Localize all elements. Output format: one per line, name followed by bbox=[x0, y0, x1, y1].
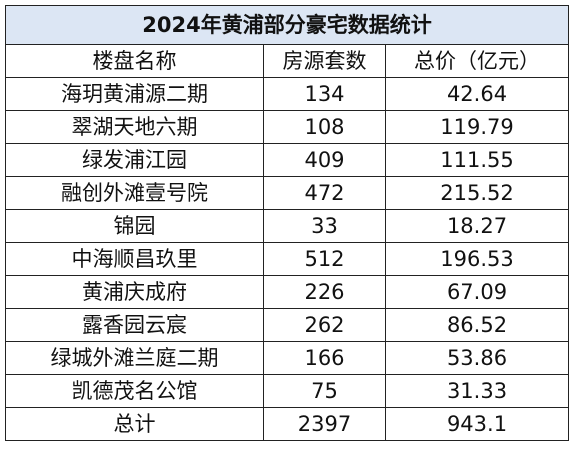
header-cell-price[interactable]: 总价（亿元） bbox=[384, 44, 570, 78]
cell-name[interactable]: 黄浦庆成府 bbox=[5, 275, 264, 309]
cell-units[interactable]: 33 bbox=[263, 209, 386, 243]
cell-price[interactable]: 67.09 bbox=[384, 275, 570, 309]
cell-name[interactable]: 绿城外滩兰庭二期 bbox=[5, 341, 264, 375]
cell-name[interactable]: 绿发浦江园 bbox=[5, 143, 264, 177]
cell-units[interactable]: 134 bbox=[263, 77, 386, 111]
table-row: 绿城外滩兰庭二期 166 53.86 bbox=[5, 341, 570, 375]
cell-price[interactable]: 86.52 bbox=[384, 308, 570, 342]
cell-name[interactable]: 翠湖天地六期 bbox=[5, 110, 264, 144]
header-cell-units[interactable]: 房源套数 bbox=[263, 44, 386, 78]
table-row: 融创外滩壹号院 472 215.52 bbox=[5, 176, 570, 210]
cell-units[interactable]: 409 bbox=[263, 143, 386, 177]
cell-price[interactable]: 111.55 bbox=[384, 143, 570, 177]
total-row: 总计 2397 943.1 bbox=[5, 407, 570, 441]
title-row: 2024年黄浦部分豪宅数据统计 bbox=[4, 5, 570, 45]
cell-units[interactable]: 108 bbox=[263, 110, 386, 144]
cell-price[interactable]: 18.27 bbox=[384, 209, 570, 243]
cell-units[interactable]: 75 bbox=[263, 374, 386, 408]
luxury-housing-table: 2024年黄浦部分豪宅数据统计 楼盘名称 房源套数 总价（亿元） 海玥黄浦源二期… bbox=[4, 5, 570, 441]
cell-name[interactable]: 露香园云宸 bbox=[5, 308, 264, 342]
cell-name[interactable]: 锦园 bbox=[5, 209, 264, 243]
table-row: 绿发浦江园 409 111.55 bbox=[5, 143, 570, 177]
cell-name[interactable]: 凯德茂名公馆 bbox=[5, 374, 264, 408]
table-row: 海玥黄浦源二期 134 42.64 bbox=[5, 77, 570, 111]
table-row: 中海顺昌玖里 512 196.53 bbox=[5, 242, 570, 276]
cell-name[interactable]: 中海顺昌玖里 bbox=[5, 242, 264, 276]
total-label[interactable]: 总计 bbox=[5, 407, 264, 441]
header-cell-name[interactable]: 楼盘名称 bbox=[5, 44, 264, 78]
cell-price[interactable]: 31.33 bbox=[384, 374, 570, 408]
cell-name[interactable]: 融创外滩壹号院 bbox=[5, 176, 264, 210]
total-price[interactable]: 943.1 bbox=[384, 407, 570, 441]
total-units[interactable]: 2397 bbox=[263, 407, 386, 441]
cell-price[interactable]: 42.64 bbox=[384, 77, 570, 111]
table-row: 黄浦庆成府 226 67.09 bbox=[5, 275, 570, 309]
cell-units[interactable]: 472 bbox=[263, 176, 386, 210]
cell-name[interactable]: 海玥黄浦源二期 bbox=[5, 77, 264, 111]
cell-price[interactable]: 215.52 bbox=[384, 176, 570, 210]
cell-units[interactable]: 166 bbox=[263, 341, 386, 375]
table-row: 凯德茂名公馆 75 31.33 bbox=[5, 374, 570, 408]
header-row: 楼盘名称 房源套数 总价（亿元） bbox=[5, 44, 570, 78]
table-row: 露香园云宸 262 86.52 bbox=[5, 308, 570, 342]
cell-units[interactable]: 226 bbox=[263, 275, 386, 309]
cell-units[interactable]: 512 bbox=[263, 242, 386, 276]
table-row: 翠湖天地六期 108 119.79 bbox=[5, 110, 570, 144]
cell-units[interactable]: 262 bbox=[263, 308, 386, 342]
cell-price[interactable]: 119.79 bbox=[384, 110, 570, 144]
cell-price[interactable]: 53.86 bbox=[384, 341, 570, 375]
table-row: 锦园 33 18.27 bbox=[5, 209, 570, 243]
cell-price[interactable]: 196.53 bbox=[384, 242, 570, 276]
table-title[interactable]: 2024年黄浦部分豪宅数据统计 bbox=[4, 5, 570, 45]
